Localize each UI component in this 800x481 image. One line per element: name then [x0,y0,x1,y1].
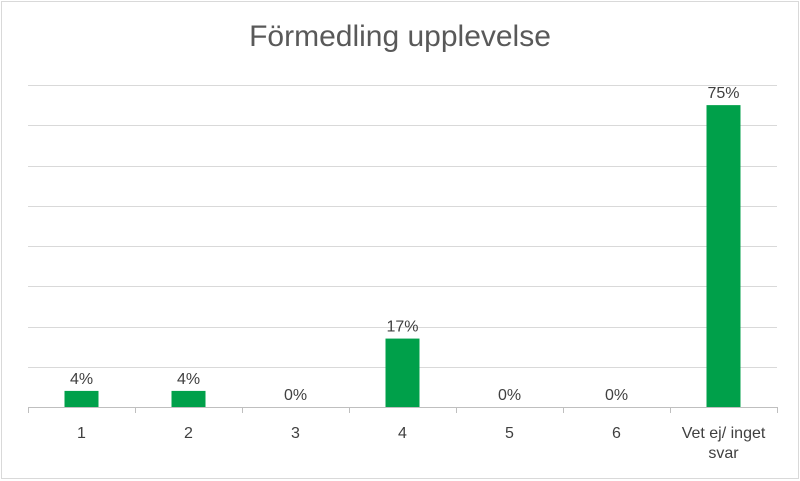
bar-1 [64,390,99,407]
bar-4 [385,338,420,407]
data-label: 0% [284,387,307,404]
bar-7 [706,105,741,407]
x-tick-label: svar [708,445,739,462]
x-tick-label: 4 [398,425,407,442]
x-tick-label: 3 [291,425,300,442]
data-label: 17% [386,319,418,336]
data-label: 4% [177,371,200,388]
data-label: 0% [498,387,521,404]
data-label: 0% [605,387,628,404]
data-label: 4% [70,371,93,388]
x-tick-label: 5 [505,425,514,442]
x-tick-label: 6 [612,425,621,442]
data-label: 75% [707,85,739,102]
x-tick-label: 1 [77,425,86,442]
bar-2 [171,390,206,407]
x-tick-label: Vet ej/ inget [682,425,766,442]
chart-title: Förmedling upplevelse [249,20,551,53]
x-tick-label: 2 [184,425,193,442]
